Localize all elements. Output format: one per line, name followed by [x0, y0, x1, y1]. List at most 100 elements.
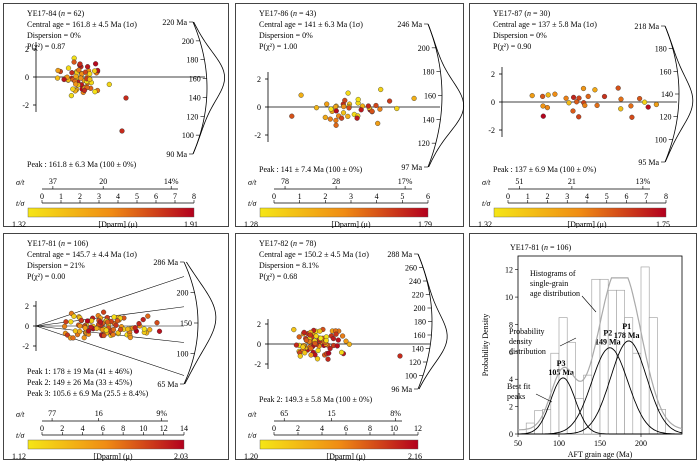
precision-tick-label: 4 — [320, 424, 324, 433]
dpar-axis-label: [Dparm] (μ) — [93, 452, 132, 461]
grain-dot — [113, 322, 119, 328]
peak-name-label: P1 — [622, 322, 631, 331]
age-tick-label: 90 Ma — [166, 150, 187, 159]
grain-dot — [327, 116, 333, 122]
peak-name-label: P3 — [557, 359, 566, 368]
sigma-axis-label: σ/t — [248, 178, 257, 187]
header-line: Central age = 161.8 ± 4.5 Ma (1σ) — [27, 20, 137, 29]
age-tick-label: 95 Ma — [638, 158, 659, 167]
sigma-tick-label: 65 — [280, 409, 288, 418]
age-tick-label: 120 — [659, 113, 671, 122]
y-tick-label: 0 — [491, 98, 495, 107]
age-scale-arc — [192, 21, 208, 155]
age-tick-label: 120 — [409, 358, 421, 367]
precision-tick-label: 8 — [192, 192, 196, 201]
grain-dot — [645, 104, 651, 110]
age-tick-label: 160 — [659, 67, 671, 76]
grain-dot — [76, 67, 82, 73]
precision-axis-label: t/σ — [248, 431, 257, 440]
dpar-colorbar — [493, 207, 667, 218]
histogram-panel: P3 105 Ma P2 149 Ma P1 178 Ma 50 100 150 200 0 2 4 6 8… — [469, 233, 697, 460]
grain-dot — [653, 101, 660, 108]
age-tick-label: 286 Ma — [153, 258, 178, 267]
precision-tick-label: 4 — [375, 192, 379, 201]
grain-dot — [345, 113, 351, 120]
grain-dot — [88, 324, 94, 330]
grain-dot — [326, 350, 332, 356]
grain-dot — [338, 115, 345, 121]
grain-dot — [61, 76, 67, 83]
density-curve — [417, 253, 448, 390]
grain-dot — [114, 318, 121, 324]
y-tick-label: 2 — [491, 70, 495, 79]
annotation-leader — [535, 393, 553, 403]
precision-tick-label: 8 — [368, 424, 372, 433]
grain-dot — [87, 76, 93, 82]
y-tick-label: 4 — [509, 375, 513, 384]
age-tick-label: 220 — [412, 291, 424, 300]
grain-dot — [73, 81, 79, 87]
precision-tick-label: 4 — [585, 192, 589, 201]
age-tick-label: 200 — [413, 304, 425, 313]
grain-dot — [341, 103, 347, 110]
age-ray-line — [35, 325, 185, 376]
annotation-density-label: Probability — [509, 327, 545, 336]
y-tick-label: -2 — [254, 360, 261, 369]
grain-dot — [303, 337, 310, 343]
precision-tick-label: 2 — [546, 192, 550, 201]
precision-tick-label: 2 — [78, 192, 82, 201]
y-tick-label: 2 — [509, 403, 513, 412]
grain-dot — [300, 344, 306, 350]
precision-axis-label: t/σ — [16, 431, 25, 440]
grain-dot — [323, 337, 329, 344]
grain-dot — [346, 341, 353, 347]
precision-tick-label: 0 — [272, 192, 276, 201]
grain-dot — [618, 106, 624, 112]
grain-dot — [110, 326, 117, 333]
precision-tick-label: 2 — [296, 424, 300, 433]
header-line: Central age = 150.2 ± 4.5 Ma (1σ) — [259, 250, 369, 259]
header-line: Central age = 141 ± 6.3 Ma (1σ) — [259, 20, 363, 29]
grain-dot — [119, 128, 125, 134]
grain-dot — [81, 335, 87, 341]
y-tick-label: 2 — [257, 75, 261, 84]
precision-tick-label: 6 — [101, 424, 105, 433]
precision-tick-label: 3 — [565, 192, 569, 201]
grain-dot — [540, 103, 546, 109]
grain-dot — [317, 328, 323, 334]
grain-dot — [291, 326, 297, 333]
age-tick-label: 100 — [182, 131, 194, 140]
dpar-axis-label: [Dparm] (μ) — [98, 220, 137, 228]
grain-dot — [298, 92, 304, 98]
x-tick-label: 100 — [553, 439, 565, 448]
age-tick-label: 288 Ma — [387, 250, 412, 259]
grain-dot — [77, 323, 83, 329]
annotation-leader — [559, 337, 577, 347]
grain-dot — [87, 71, 93, 77]
grain-dot — [539, 93, 546, 100]
sigma-tick-label: 16 — [95, 409, 103, 418]
precision-axis-label: t/σ — [482, 199, 491, 208]
grain-dot — [68, 319, 74, 325]
sigma-tick-label: 15 — [328, 409, 336, 418]
sample-title: YE17-82 (n = 78) — [259, 239, 317, 248]
age-tick-label: 180 — [655, 45, 667, 54]
density-curve — [192, 21, 225, 155]
precision-tick-label: 5 — [400, 192, 404, 201]
grain-dot — [94, 325, 100, 332]
sigma-axis-label: σ/t — [482, 178, 491, 187]
grain-dot — [330, 335, 337, 342]
sample-title: YE17-81 (n = 106) — [27, 239, 89, 248]
grain-dot — [307, 332, 313, 338]
grain-dot — [544, 104, 551, 111]
radial-plot: YE17-86 (n = 43) Central age = 141 ± 6.3 … — [244, 9, 465, 228]
dpar-colorbar — [27, 439, 185, 450]
grain-dot — [100, 309, 107, 315]
dpar-max-label: 1.79 — [418, 220, 432, 228]
grain-dot — [318, 335, 324, 341]
annotation-peaks-label: peaks — [507, 392, 525, 401]
grain-dot — [592, 87, 598, 93]
y-tick-label: -2 — [488, 126, 495, 135]
precision-tick-label: 6 — [154, 192, 158, 201]
grain-dot — [345, 90, 351, 96]
